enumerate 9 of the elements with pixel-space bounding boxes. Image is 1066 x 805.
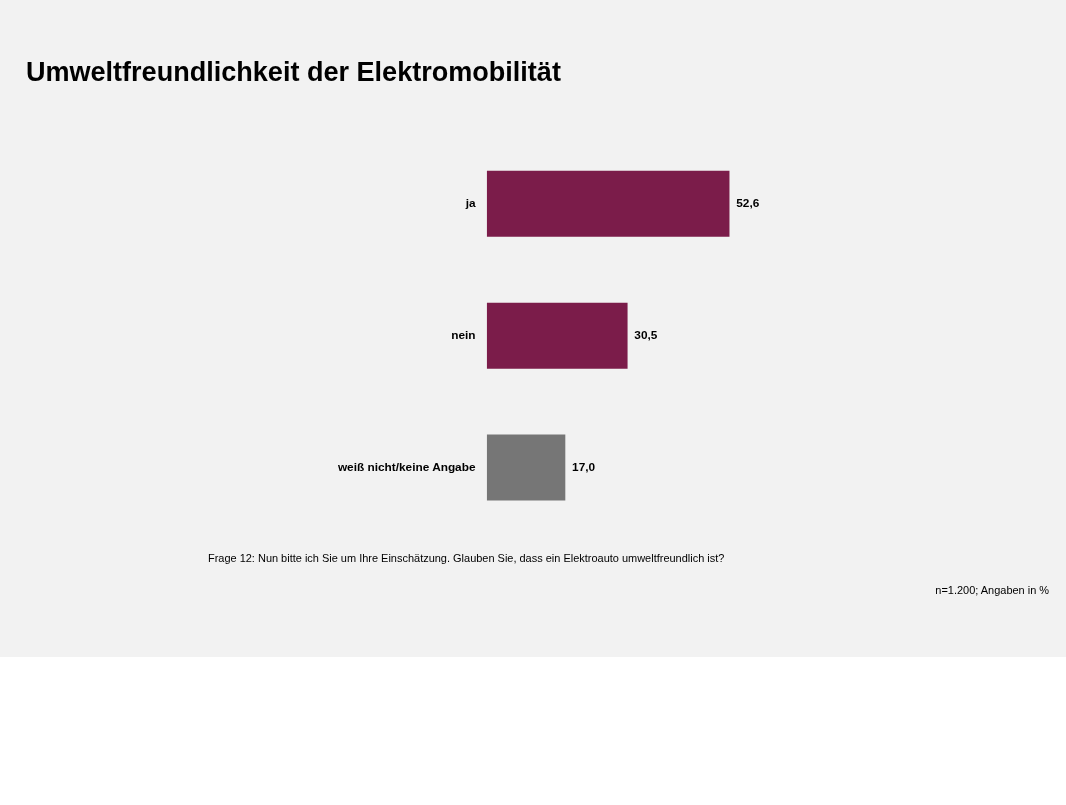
- y-tick-label: nein: [451, 328, 476, 343]
- y-tick-label: ja: [464, 196, 476, 211]
- text: Frage 12: Nun bitte ich Sie um Ihre Einschätzung. Glauben Sie, dass ein Elektroauto umweltfreundlich ist?: [207, 552, 725, 565]
- text: n=1.200; Angaben in %: [935, 584, 1050, 597]
- chart-title: Umweltfreundlichkeit der Elektromobilität: [25, 57, 561, 88]
- data-label: 52,6: [736, 196, 760, 211]
- data-label: 30,5: [634, 328, 658, 343]
- y-tick-label: weiß nicht/keine Angabe: [336, 459, 476, 474]
- data-label: 17,0: [572, 459, 596, 474]
